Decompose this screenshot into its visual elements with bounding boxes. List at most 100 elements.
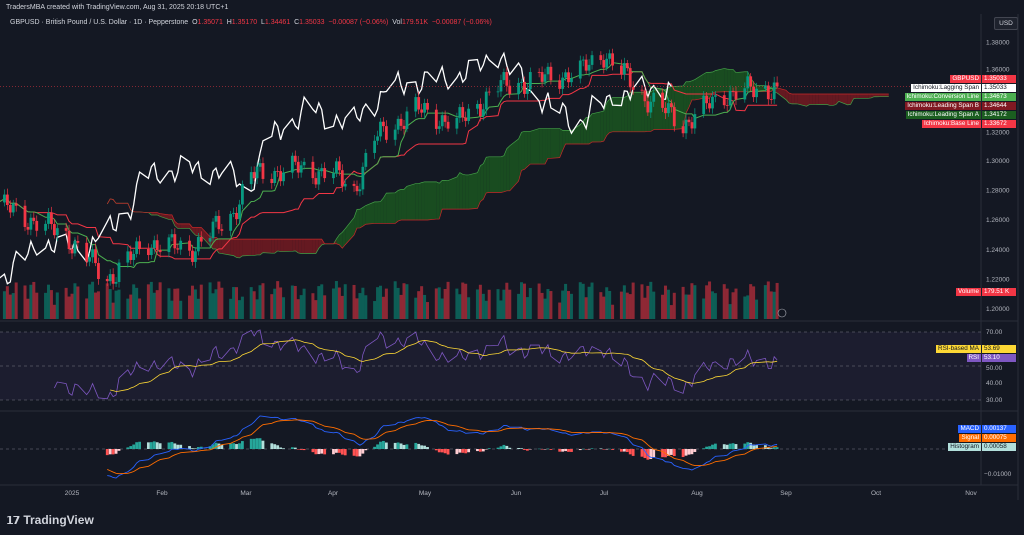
volume-bar <box>520 282 524 319</box>
histogram-bar <box>546 448 550 450</box>
histogram-bar <box>446 449 450 455</box>
histogram-bar <box>525 449 529 451</box>
candle-body <box>35 220 39 231</box>
histogram-bar <box>484 449 488 450</box>
candle-body <box>749 76 753 87</box>
badge-value: 1.34644 <box>982 102 1016 110</box>
volume-bar <box>290 285 294 319</box>
cloud-segment <box>727 69 731 92</box>
candle-body <box>602 60 606 68</box>
candle-body <box>126 251 130 263</box>
candle <box>646 95 650 116</box>
candle <box>714 91 717 103</box>
badge-label: Volume <box>955 288 981 296</box>
candle <box>35 215 39 237</box>
candle <box>755 82 758 103</box>
candle-body <box>725 105 729 106</box>
candle-body <box>564 72 567 78</box>
histogram-bar <box>337 449 341 453</box>
candle-body <box>711 96 714 109</box>
candle-body <box>8 204 12 213</box>
volume-bar <box>708 281 712 319</box>
histogram-bar <box>211 444 215 449</box>
histogram-bar <box>290 447 294 449</box>
tradingview-logo-icon: 𝟭𝟳 <box>6 514 20 527</box>
volume-bar <box>743 296 747 319</box>
histogram-bar <box>481 449 485 452</box>
volume-bar <box>44 292 48 319</box>
volume-bar <box>26 298 30 319</box>
candle-body <box>32 217 36 221</box>
symbol-legend[interactable]: GBPUSD · British Pound / U.S. Dollar · 1… <box>10 19 492 26</box>
candle <box>546 62 550 81</box>
badge-label: Ichimoku:Conversion Line <box>904 93 981 101</box>
volume-bar <box>643 297 647 319</box>
volume-bar <box>628 294 632 319</box>
cloud-segment <box>568 130 572 145</box>
candle <box>85 237 89 267</box>
histogram-bar <box>749 442 753 449</box>
candle <box>508 79 512 99</box>
badge-label: RSI-based MA <box>936 345 981 353</box>
candle <box>684 114 688 140</box>
candle <box>414 93 418 118</box>
time-tick: Mar <box>240 490 252 497</box>
candle-body <box>705 95 709 104</box>
cloud-segment <box>686 81 689 114</box>
volume-bar <box>752 286 756 319</box>
volume-bar <box>252 291 256 319</box>
histogram-bar <box>523 449 526 450</box>
candle-body <box>437 126 441 129</box>
histogram-bar <box>170 441 174 449</box>
candle-body <box>467 108 471 121</box>
volume-bar <box>646 285 650 319</box>
volume-bar <box>405 284 409 319</box>
histogram-bar <box>478 449 482 452</box>
volume-bar <box>5 286 9 319</box>
candle-body <box>687 119 691 123</box>
cloud-segment <box>283 239 293 252</box>
cloud-segment <box>633 92 642 132</box>
volume-bar <box>217 281 221 319</box>
candle-body <box>355 185 359 192</box>
volume-bar <box>240 296 244 319</box>
candle <box>578 55 582 84</box>
volume-bar <box>85 298 89 319</box>
histogram-bar <box>105 449 109 456</box>
histogram-bar <box>138 441 141 449</box>
histogram-bar <box>361 449 365 454</box>
volume-bar <box>772 291 776 319</box>
candle-body <box>414 97 418 112</box>
open-label: O <box>192 19 198 26</box>
candle <box>188 235 191 257</box>
candle <box>323 162 327 183</box>
volume-bar <box>461 282 465 319</box>
candle <box>525 83 529 100</box>
candle <box>241 180 244 210</box>
badge-value: 1.33672 <box>982 120 1016 128</box>
leading-span-a-line <box>106 68 889 259</box>
volume-bar <box>273 288 277 319</box>
cloud-segment <box>312 239 316 254</box>
candle <box>211 218 215 242</box>
cloud-segment <box>509 138 519 191</box>
candle-body <box>117 262 121 283</box>
candle <box>208 232 212 248</box>
candle-body <box>478 103 482 117</box>
cloud-segment <box>730 69 734 92</box>
cloud-segment <box>221 239 231 256</box>
candle-body <box>746 76 750 89</box>
time-tick: 2025 <box>65 490 80 497</box>
rsi-ma-line <box>110 339 778 392</box>
cloud-segment <box>198 227 202 237</box>
histogram-bar <box>602 449 606 450</box>
ichimoku-conversion-line <box>0 62 778 269</box>
volume-bar <box>611 304 615 319</box>
histogram-bar <box>690 449 694 455</box>
candle <box>570 72 573 87</box>
candle <box>47 208 50 229</box>
histogram-bar <box>743 443 747 449</box>
volume-bar <box>478 284 482 319</box>
volume-bar <box>661 294 665 319</box>
